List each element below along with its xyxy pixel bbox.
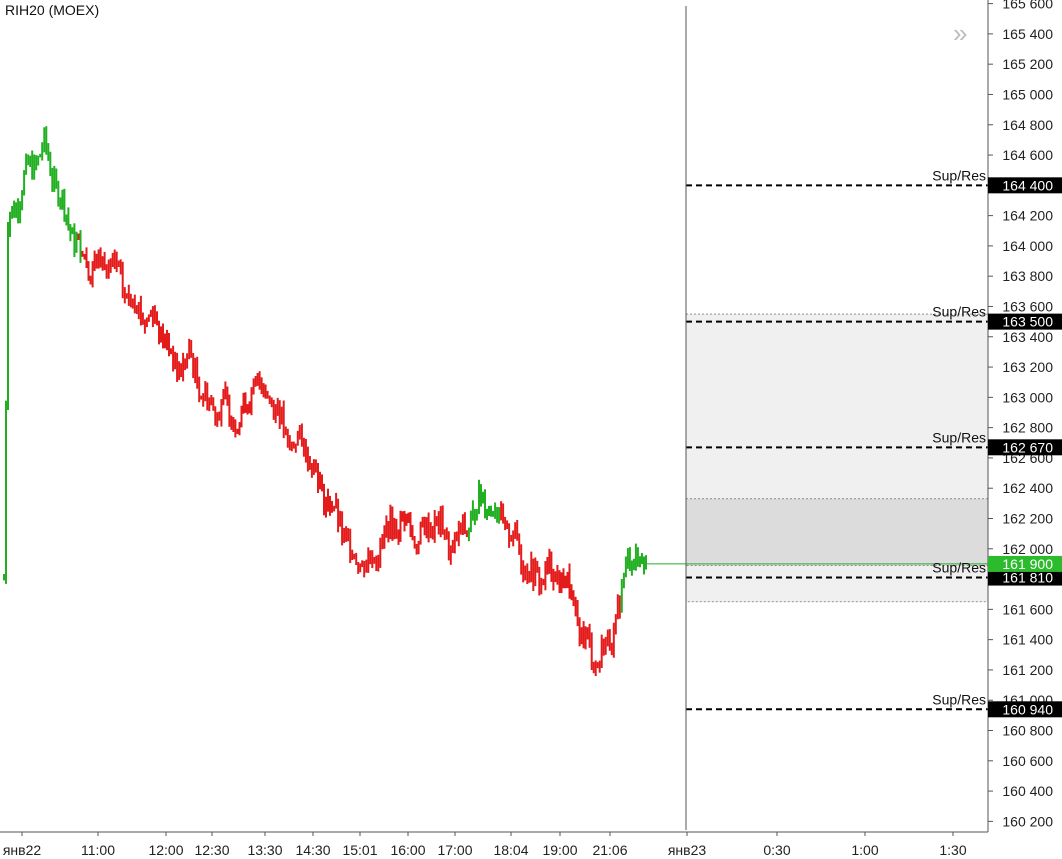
level-badge-1: 164 400 xyxy=(1002,177,1053,193)
y-tick-label: 162 200 xyxy=(1002,510,1053,526)
x-tick-label: 12:30 xyxy=(194,842,229,858)
y-tick-label: 162 400 xyxy=(1002,480,1053,496)
level-badge-4: 161 810 xyxy=(1002,570,1053,586)
x-tick-label: 1:30 xyxy=(939,842,966,858)
y-tick-label: 164 600 xyxy=(1002,147,1053,163)
y-tick-label: 164 800 xyxy=(1002,117,1053,133)
x-tick-label: 12:00 xyxy=(148,842,183,858)
x-tick-label: 16:00 xyxy=(390,842,425,858)
y-tick-label: 161 200 xyxy=(1002,662,1053,678)
level-badge-4-bg xyxy=(988,569,1062,586)
y-tick-label: 164 200 xyxy=(1002,208,1053,224)
ticker-label: RIH20 (MOEX) xyxy=(5,2,100,18)
last-price-badge: 161 900 xyxy=(1002,556,1053,572)
levels-layer: Sup/Res Sup/Res Sup/Res Sup/Res Sup/Res xyxy=(646,167,988,711)
y-tick-label: 163 200 xyxy=(1002,359,1053,375)
x-tick-label: 0:30 xyxy=(763,842,790,858)
x-tick-label: 18:04 xyxy=(493,842,528,858)
sup-res-label-2: Sup/Res xyxy=(932,304,986,320)
zones-layer xyxy=(685,313,989,603)
x-tick-label: 17:00 xyxy=(437,842,472,858)
level-badge-1-bg xyxy=(988,177,1062,194)
y-tick-label: 163 000 xyxy=(1002,389,1053,405)
price-zone-2 xyxy=(685,498,989,566)
y-tick-label: 163 400 xyxy=(1002,329,1053,345)
y-tick-label: 163 600 xyxy=(1002,298,1053,314)
y-tick-label: 161 600 xyxy=(1002,601,1053,617)
sup-res-label-5: Sup/Res xyxy=(932,691,986,707)
sup-res-label-3: Sup/Res xyxy=(932,429,986,445)
level-badge-2: 163 500 xyxy=(1002,314,1053,330)
y-tick-label: 163 800 xyxy=(1002,268,1053,284)
y-tick-label: 160 800 xyxy=(1002,723,1053,739)
x-tick-label: 15:01 xyxy=(342,842,377,858)
x-tick-label: янв22 xyxy=(3,842,42,858)
x-tick-label: 14:30 xyxy=(295,842,330,858)
level-badge-3-bg xyxy=(988,439,1062,456)
x-tick-label: 1:00 xyxy=(851,842,878,858)
last-price-badge-bg xyxy=(988,555,1062,572)
y-tick-label: 160 400 xyxy=(1002,783,1053,799)
y-tick-label: 165 600 xyxy=(1002,0,1053,12)
x-tick-label: янв23 xyxy=(668,842,707,858)
y-tick-label: 161 400 xyxy=(1002,632,1053,648)
level-badge-5: 160 940 xyxy=(1002,701,1053,717)
y-tick-label: 162 000 xyxy=(1002,541,1053,557)
y-tick-label: 160 200 xyxy=(1002,813,1053,829)
level-badge-5-bg xyxy=(988,701,1062,718)
candles-layer xyxy=(3,126,647,676)
double-chevron-right-icon[interactable]: » xyxy=(953,18,968,48)
level-badge-3: 162 670 xyxy=(1002,439,1053,455)
y-tick-label: 162 800 xyxy=(1002,420,1053,436)
x-tick-label: 11:00 xyxy=(81,842,115,858)
sup-res-label-4: Sup/Res xyxy=(932,560,986,576)
y-tick-label: 160 600 xyxy=(1002,753,1053,769)
x-tick-label: 13:30 xyxy=(247,842,282,858)
x-tick-label: 19:00 xyxy=(542,842,577,858)
y-tick-label: 165 000 xyxy=(1002,86,1053,102)
level-badge-2-bg xyxy=(988,313,1062,330)
sup-res-label-1: Sup/Res xyxy=(932,167,986,183)
y-tick-label: 165 400 xyxy=(1002,26,1053,42)
y-tick-label: 165 200 xyxy=(1002,56,1053,72)
y-tick-label: 164 000 xyxy=(1002,238,1053,254)
x-tick-label: 21:06 xyxy=(592,842,627,858)
